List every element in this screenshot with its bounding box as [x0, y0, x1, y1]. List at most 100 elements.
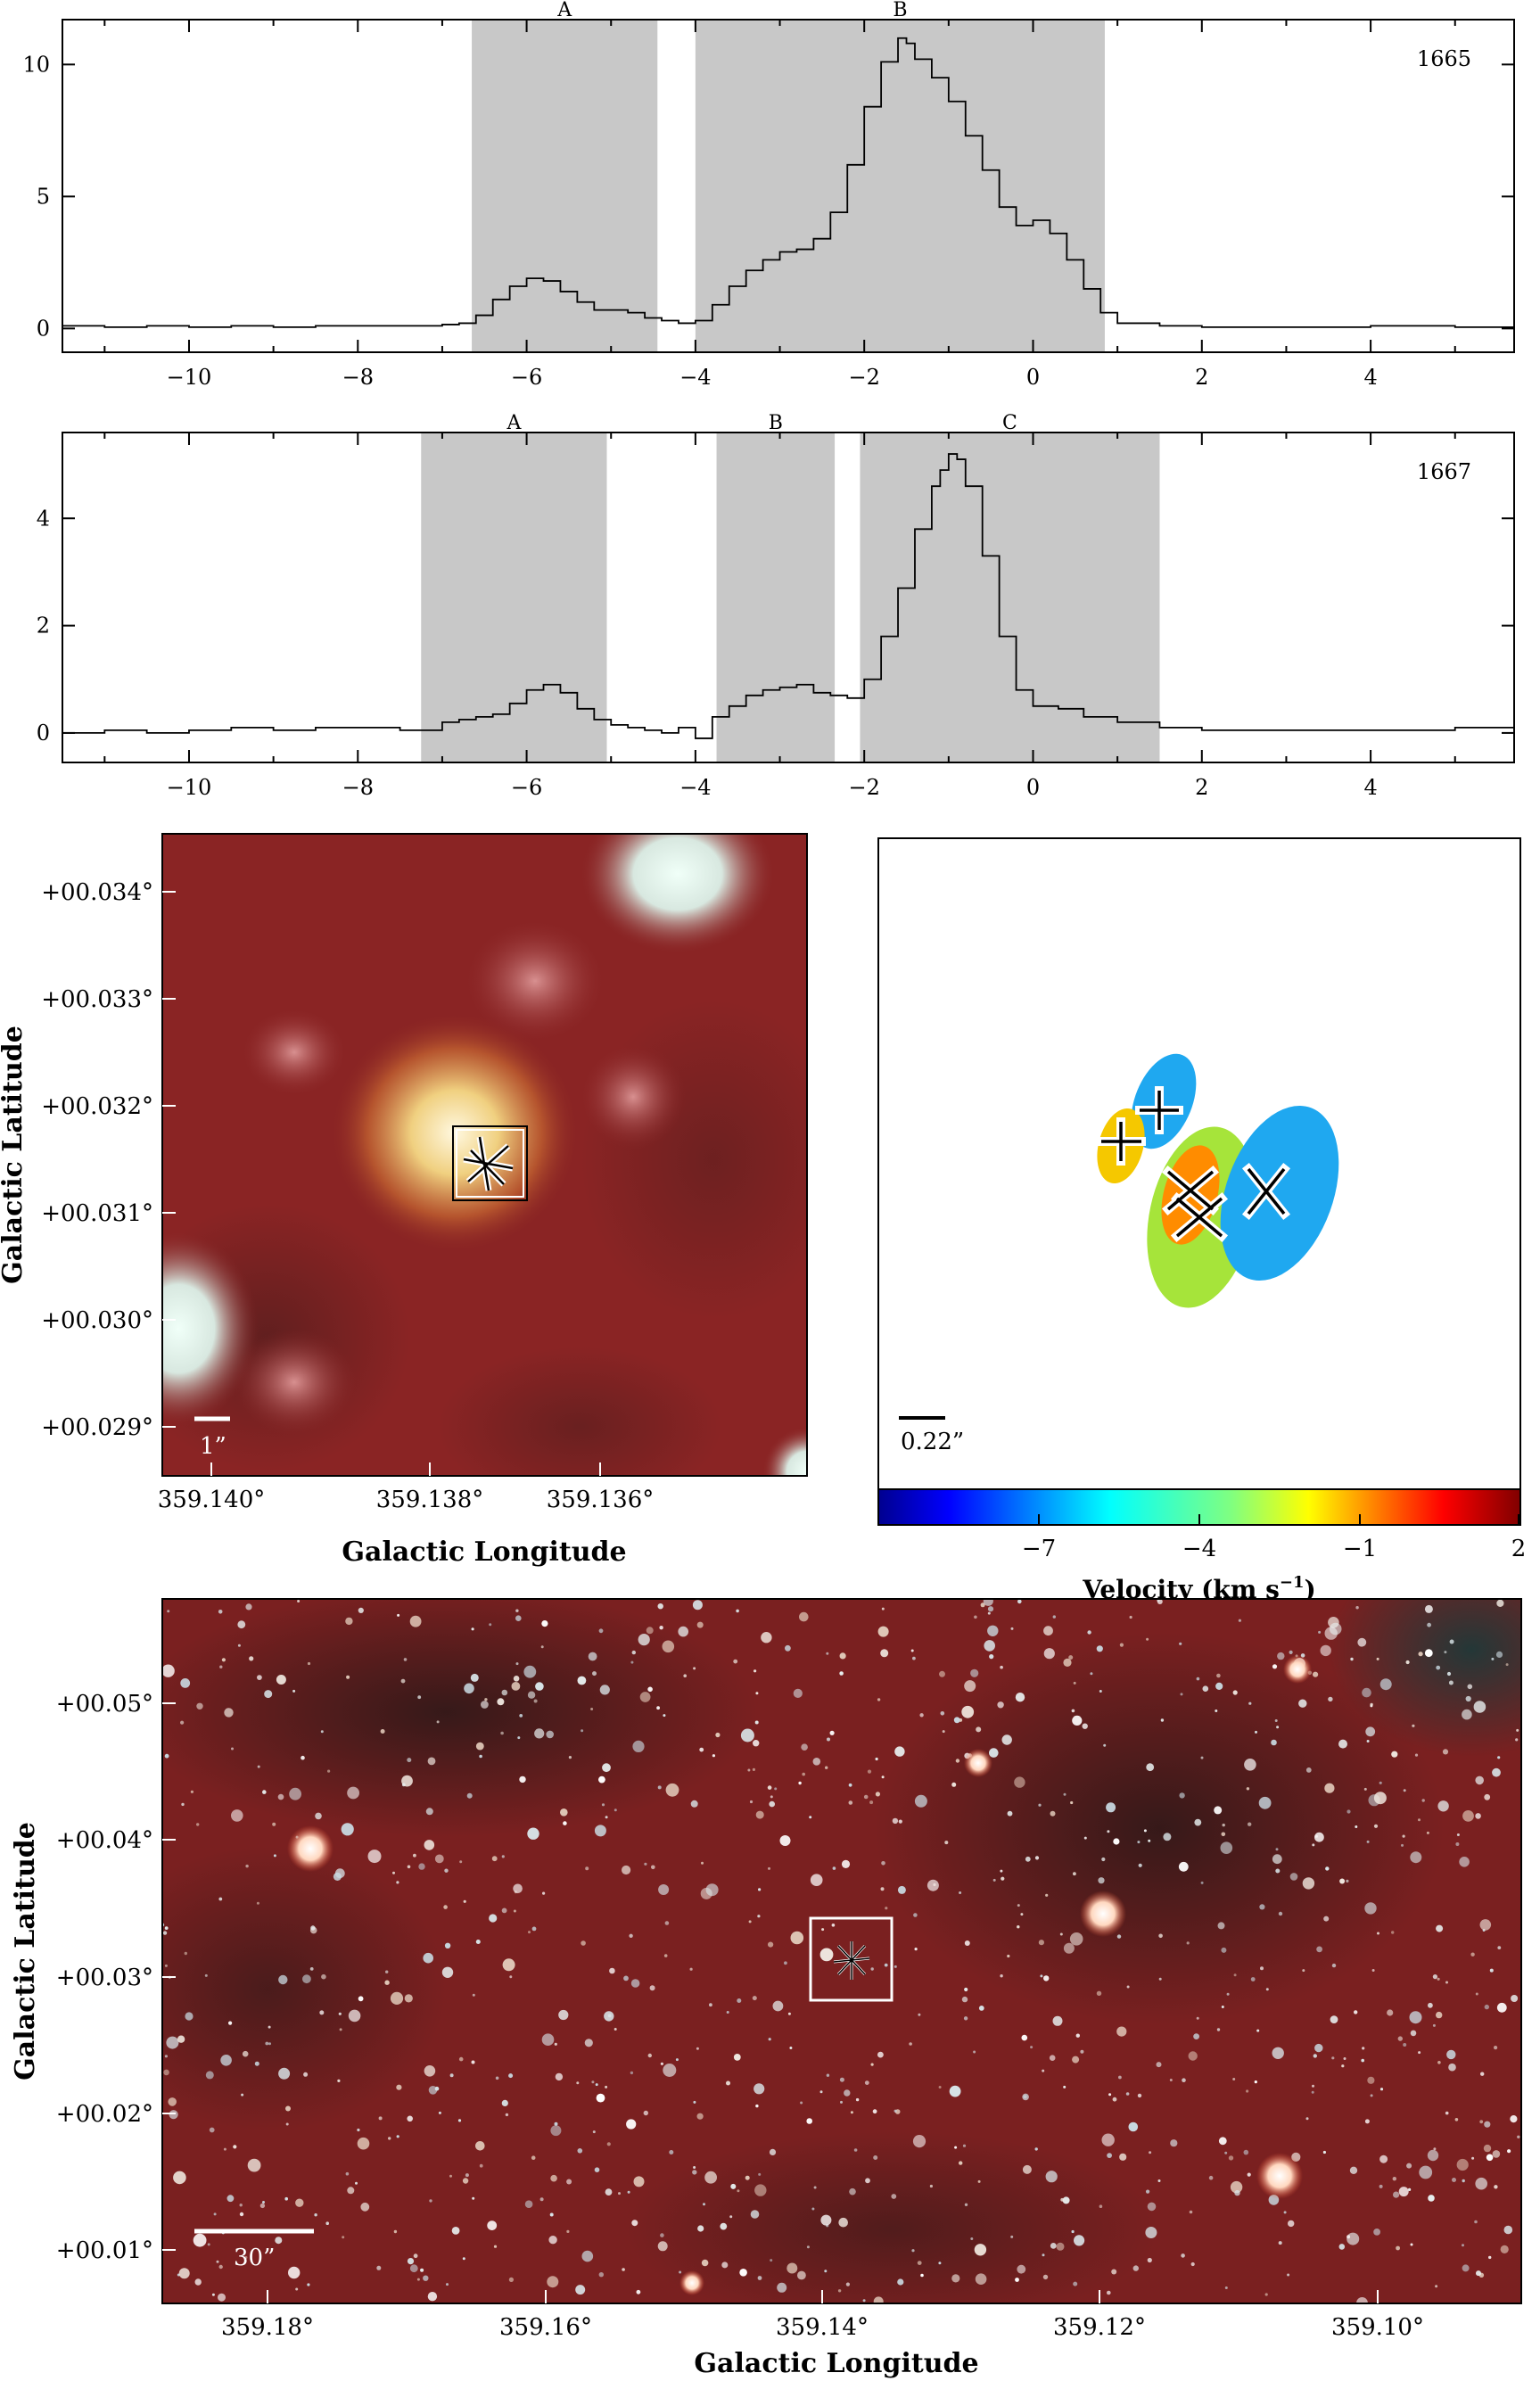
star: [1455, 1842, 1460, 1846]
star: [1007, 1954, 1010, 1958]
star: [409, 1615, 422, 1627]
star: [1147, 2202, 1157, 2212]
star: [1158, 1977, 1162, 1981]
star: [630, 2071, 634, 2075]
star: [213, 2212, 217, 2216]
star: [1313, 1671, 1319, 1677]
star: [319, 2010, 325, 2015]
star: [1331, 2056, 1335, 2060]
region-label: C: [1002, 412, 1017, 434]
star: [164, 1926, 169, 1931]
star: [268, 2025, 271, 2029]
star: [465, 2173, 469, 2178]
star: [278, 2067, 291, 2080]
star: [679, 2270, 682, 2274]
star: [789, 2047, 793, 2049]
star: [513, 1909, 516, 1913]
star: [693, 2100, 696, 2104]
star: [869, 1800, 874, 1805]
star: [1015, 1693, 1025, 1702]
star: [226, 2195, 235, 2203]
star: [1483, 2144, 1492, 2153]
star: [1428, 2002, 1433, 2008]
star: [292, 1689, 296, 1693]
star: [892, 1817, 899, 1825]
star: [747, 1768, 751, 1772]
star: [1021, 2034, 1028, 2041]
star: [1474, 2220, 1478, 2224]
star: [337, 2079, 341, 2082]
star: [1298, 1699, 1307, 1708]
star: [1074, 2235, 1085, 2246]
transition-label: 1667: [1417, 459, 1471, 484]
star: [705, 1883, 719, 1897]
star: [1015, 2278, 1019, 2282]
bright-star: [1080, 1891, 1126, 1937]
star: [1060, 2197, 1065, 2202]
star: [790, 1931, 804, 1945]
star: [755, 1810, 764, 1819]
star: [1459, 1857, 1470, 1867]
star: [1221, 1832, 1226, 1837]
star: [1341, 2064, 1345, 2068]
star: [1448, 2063, 1456, 2072]
star: [1377, 1932, 1379, 1935]
star: [797, 2270, 806, 2280]
star: [1507, 2149, 1511, 2154]
star: [475, 1940, 481, 1944]
star: [602, 1763, 611, 1773]
star: [585, 1866, 589, 1871]
star: [257, 1675, 262, 1680]
star: [427, 2292, 438, 2302]
star: [914, 1794, 927, 1808]
star: [1116, 1934, 1122, 1939]
star: [606, 2142, 611, 2146]
star: [162, 1664, 175, 1677]
star: [1255, 1730, 1257, 1734]
star: [647, 2053, 652, 2058]
star: [1275, 1868, 1281, 1874]
star: [1073, 2281, 1078, 2286]
star: [955, 1759, 960, 1763]
y-tick-label: 4: [37, 506, 50, 531]
x-tick-label: 359.140°: [158, 1487, 266, 1513]
star: [754, 1720, 759, 1725]
star: [1361, 2058, 1364, 2063]
star: [1467, 1684, 1473, 1690]
star: [508, 2073, 514, 2079]
star: [1365, 1726, 1376, 1737]
star: [1107, 1830, 1110, 1833]
star: [683, 1674, 687, 1677]
star: [848, 1783, 852, 1787]
star: [262, 2201, 265, 2204]
star: [1366, 1740, 1370, 1742]
star: [396, 2135, 399, 2138]
star: [1220, 1841, 1233, 1854]
star: [769, 1800, 775, 1808]
star: [701, 2259, 709, 2267]
star: [1488, 2255, 1492, 2260]
star: [848, 1800, 853, 1805]
star: [594, 2167, 600, 2172]
star: [425, 1808, 433, 1816]
star: [1099, 1690, 1102, 1693]
star: [1366, 1840, 1370, 1843]
star: [592, 2130, 596, 2134]
star: [913, 1913, 918, 1917]
star: [920, 2273, 924, 2278]
star: [1354, 2010, 1358, 2014]
star: [1116, 2026, 1127, 2037]
star: [877, 1626, 889, 1637]
star: [1278, 1911, 1283, 1916]
star: [513, 1676, 520, 1682]
star: [1432, 2023, 1436, 2027]
star: [1038, 1803, 1042, 1807]
star: [224, 1708, 234, 1718]
star: [850, 2111, 853, 2114]
star: [1137, 2093, 1142, 2098]
star: [497, 1698, 505, 1706]
star: [651, 1865, 655, 1870]
star: [845, 2282, 851, 2286]
star: [840, 2100, 843, 2104]
star: [1069, 1932, 1083, 1946]
